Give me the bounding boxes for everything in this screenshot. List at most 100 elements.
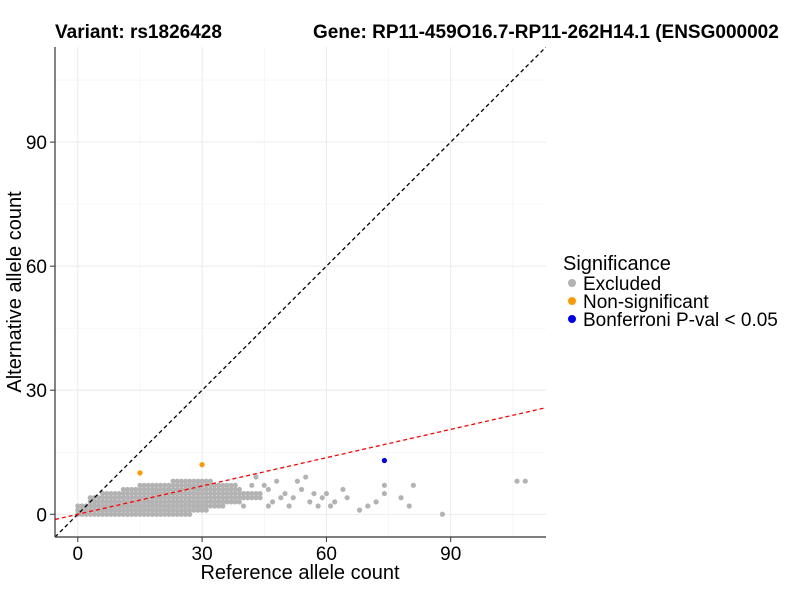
point-excluded [120, 503, 126, 509]
point-excluded [257, 490, 263, 497]
point-excluded [174, 507, 180, 513]
point-excluded [261, 482, 267, 488]
point-excluded [216, 495, 222, 501]
point-excluded [120, 507, 126, 513]
point-excluded [129, 503, 135, 509]
x-tick-label: 30 [192, 544, 213, 565]
point-excluded [199, 486, 205, 493]
point-excluded [191, 507, 197, 513]
x-axis-title: Reference allele count [200, 562, 399, 584]
point-excluded [439, 511, 446, 517]
point-excluded [174, 503, 180, 509]
point-excluded [87, 495, 93, 501]
point-excluded [240, 495, 247, 501]
x-tick-label: 0 [72, 544, 83, 565]
point-excluded [187, 499, 193, 505]
point-excluded [158, 507, 164, 513]
point-excluded [116, 507, 122, 513]
point-excluded [170, 499, 176, 505]
point-excluded [232, 482, 238, 488]
point-excluded [170, 511, 176, 517]
point-excluded [174, 478, 180, 484]
point-excluded [195, 486, 201, 493]
point-excluded [220, 482, 226, 488]
point-non-significant [137, 470, 143, 476]
point-excluded [149, 511, 155, 517]
point-excluded [170, 486, 176, 493]
point-excluded [178, 478, 184, 484]
point-excluded [178, 503, 184, 509]
point-excluded [153, 499, 160, 505]
point-excluded [178, 511, 184, 517]
x-tick-label: 60 [316, 544, 337, 565]
point-excluded [104, 511, 110, 517]
point-excluded [191, 503, 197, 509]
point-excluded [124, 503, 131, 509]
legend-non-significant-swatch [568, 297, 576, 305]
point-excluded [224, 495, 230, 501]
point-excluded [137, 490, 143, 497]
point-excluded [211, 503, 218, 509]
point-excluded [112, 511, 118, 517]
point-excluded [187, 503, 193, 509]
point-excluded [216, 503, 222, 509]
point-excluded [145, 482, 151, 488]
point-excluded [178, 495, 184, 501]
point-excluded [145, 486, 151, 493]
point-excluded [514, 478, 520, 484]
point-excluded [365, 503, 371, 509]
point-excluded [149, 503, 155, 509]
point-excluded [166, 503, 172, 509]
point-excluded [145, 503, 151, 509]
y-tick-label: 0 [36, 505, 47, 526]
point-excluded [129, 490, 135, 497]
point-excluded [303, 474, 309, 480]
point-excluded [129, 486, 135, 493]
point-excluded [153, 507, 160, 513]
point-excluded [166, 482, 172, 488]
point-excluded [182, 490, 189, 497]
point-excluded [75, 503, 81, 509]
point-non-significant [199, 462, 205, 468]
point-excluded [224, 499, 230, 505]
point-excluded [228, 495, 234, 501]
point-excluded [100, 495, 106, 501]
point-excluded [220, 486, 226, 493]
point-excluded [199, 478, 205, 484]
point-excluded [191, 499, 197, 505]
point-excluded [178, 490, 184, 497]
point-excluded [166, 499, 172, 505]
point-excluded [104, 495, 110, 501]
point-excluded [311, 490, 317, 497]
point-excluded [108, 511, 114, 517]
point-excluded [108, 503, 114, 509]
point-excluded [228, 486, 234, 493]
point-excluded [158, 503, 164, 509]
point-excluded [141, 486, 147, 493]
point-excluded [120, 486, 126, 493]
point-excluded [153, 490, 160, 497]
point-excluded [100, 511, 106, 517]
point-excluded [249, 495, 255, 501]
point-excluded [137, 507, 143, 513]
point-excluded [195, 499, 201, 505]
point-excluded [236, 499, 242, 505]
point-excluded [182, 511, 189, 517]
point-excluded [211, 495, 218, 501]
point-excluded [100, 503, 106, 509]
point-excluded [170, 482, 176, 488]
point-excluded [187, 478, 193, 484]
point-excluded [141, 499, 147, 505]
point-excluded [120, 490, 126, 497]
point-excluded [153, 482, 160, 488]
point-excluded [100, 490, 106, 497]
point-excluded [112, 507, 118, 513]
point-excluded [158, 490, 164, 497]
point-excluded [203, 486, 209, 493]
point-excluded [149, 482, 155, 488]
point-excluded [294, 478, 300, 484]
point-excluded [199, 490, 205, 497]
point-excluded [108, 507, 114, 513]
point-excluded [410, 482, 417, 488]
point-excluded [79, 503, 85, 509]
